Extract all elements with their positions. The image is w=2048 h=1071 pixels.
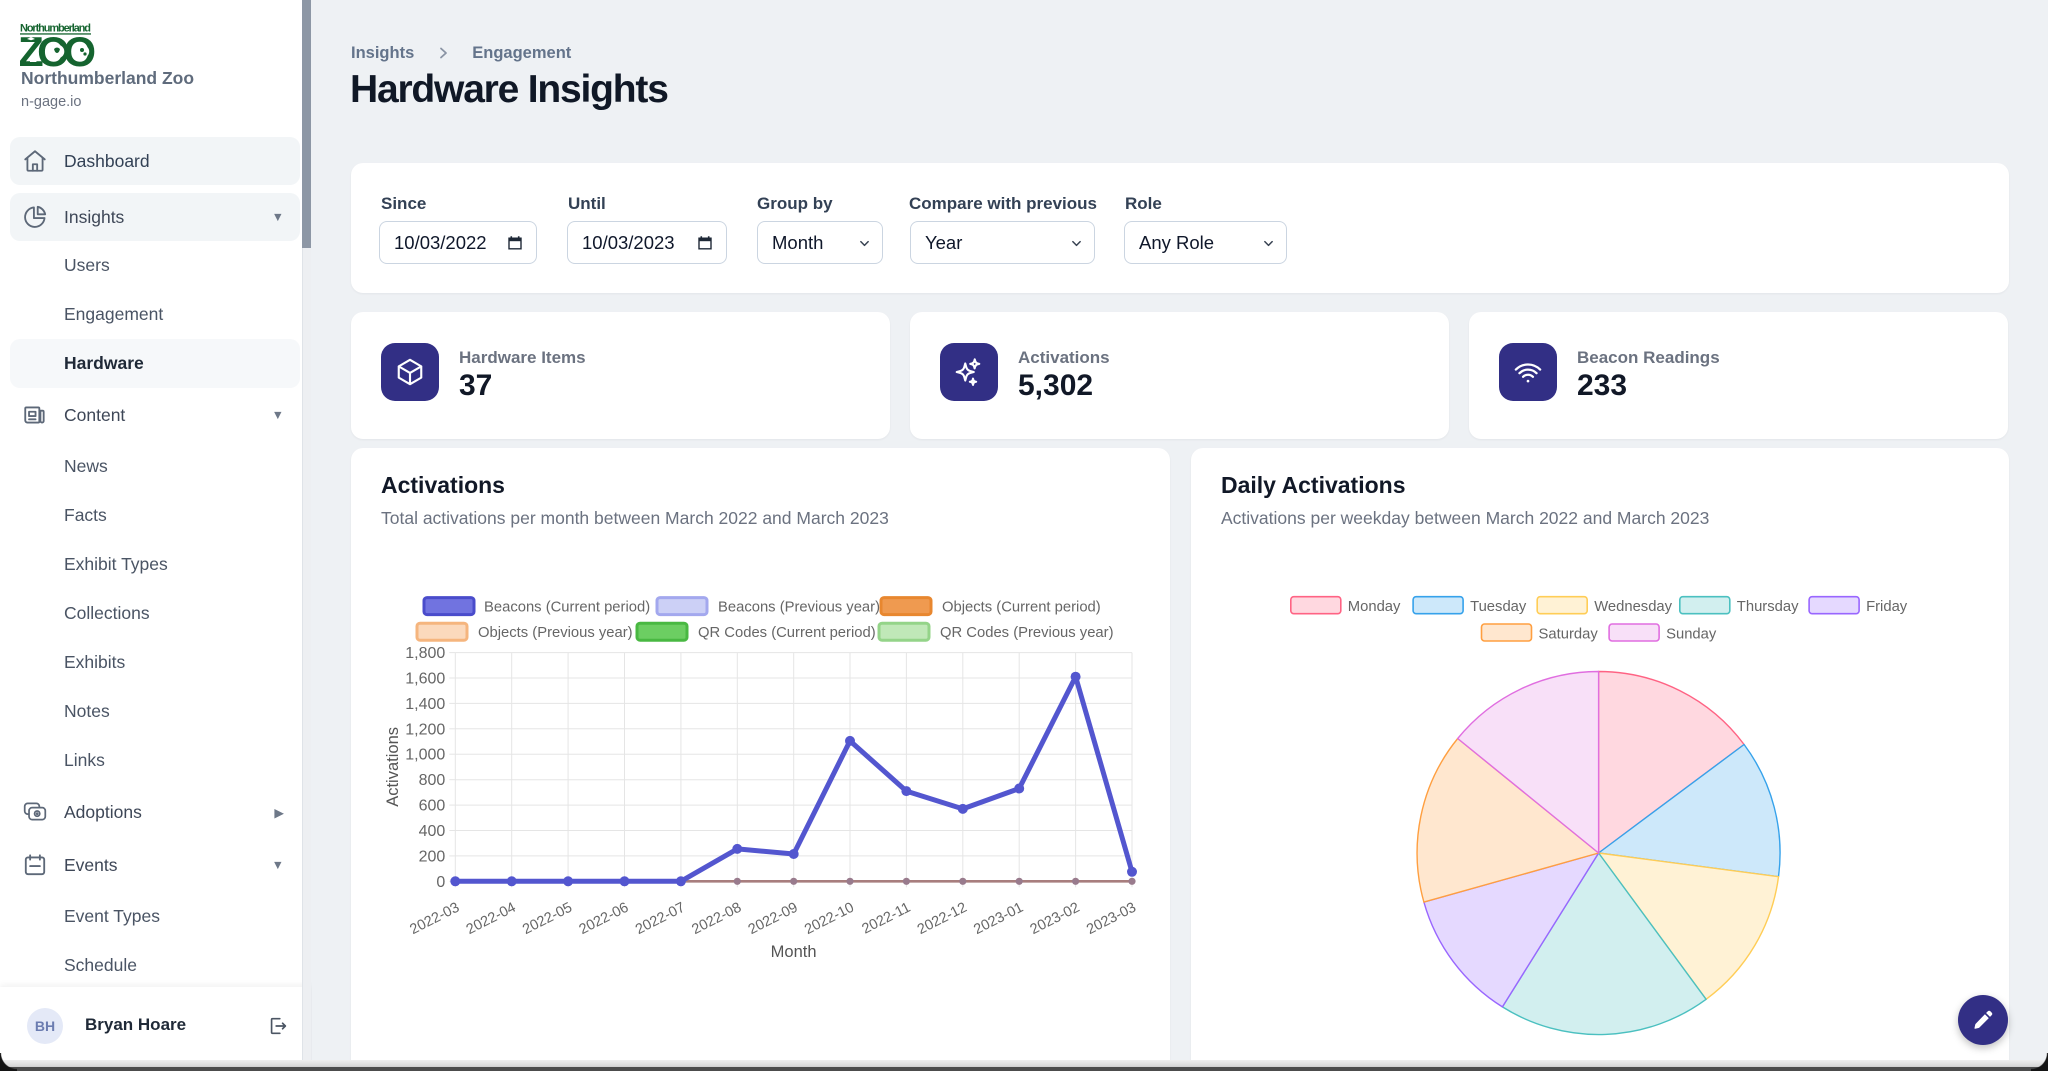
svg-text:Northumberland: Northumberland <box>20 23 91 35</box>
svg-text:QR Codes (Previous year): QR Codes (Previous year) <box>940 625 1114 641</box>
svg-text:2023-02: 2023-02 <box>1028 900 1083 938</box>
svg-text:2022-09: 2022-09 <box>746 900 801 938</box>
svg-text:Monday: Monday <box>1348 599 1401 615</box>
svg-text:2023-01: 2023-01 <box>971 900 1026 938</box>
svg-text:Objects (Previous year): Objects (Previous year) <box>478 625 633 641</box>
svg-text:QR Codes (Current period): QR Codes (Current period) <box>698 625 876 641</box>
svg-text:Tuesday: Tuesday <box>1470 599 1527 615</box>
svg-text:2022-12: 2022-12 <box>915 900 970 938</box>
svg-text:1,200: 1,200 <box>405 721 445 738</box>
svg-text:Objects (Current period): Objects (Current period) <box>942 600 1101 616</box>
svg-text:2022-06: 2022-06 <box>577 900 632 938</box>
svg-text:2022-08: 2022-08 <box>689 900 744 938</box>
svg-text:Activations: Activations <box>384 727 402 807</box>
svg-text:Month: Month <box>771 943 817 961</box>
svg-text:Wednesday: Wednesday <box>1594 599 1672 615</box>
svg-text:200: 200 <box>419 848 446 865</box>
svg-text:600: 600 <box>419 798 446 815</box>
svg-text:1,800: 1,800 <box>405 645 445 662</box>
svg-text:2022-10: 2022-10 <box>802 900 857 938</box>
svg-text:2022-03: 2022-03 <box>407 900 462 938</box>
svg-text:Beacons (Previous year): Beacons (Previous year) <box>718 600 880 616</box>
svg-text:1,000: 1,000 <box>405 747 445 764</box>
svg-text:2022-04: 2022-04 <box>464 900 519 938</box>
svg-text:800: 800 <box>419 772 446 789</box>
svg-text:Friday: Friday <box>1866 599 1908 615</box>
svg-text:Sunday: Sunday <box>1666 626 1717 642</box>
svg-text:1,600: 1,600 <box>405 671 445 688</box>
svg-text:Saturday: Saturday <box>1539 626 1599 642</box>
svg-text:2023-03: 2023-03 <box>1084 900 1139 938</box>
svg-text:1,400: 1,400 <box>405 696 445 713</box>
svg-text:2022-07: 2022-07 <box>633 900 688 938</box>
svg-text:Thursday: Thursday <box>1737 599 1799 615</box>
svg-text:2022-05: 2022-05 <box>520 900 575 938</box>
svg-text:400: 400 <box>419 823 446 840</box>
svg-text:Beacons (Current period): Beacons (Current period) <box>484 600 650 616</box>
svg-text:2022-11: 2022-11 <box>859 900 913 938</box>
svg-text:0: 0 <box>436 874 445 891</box>
